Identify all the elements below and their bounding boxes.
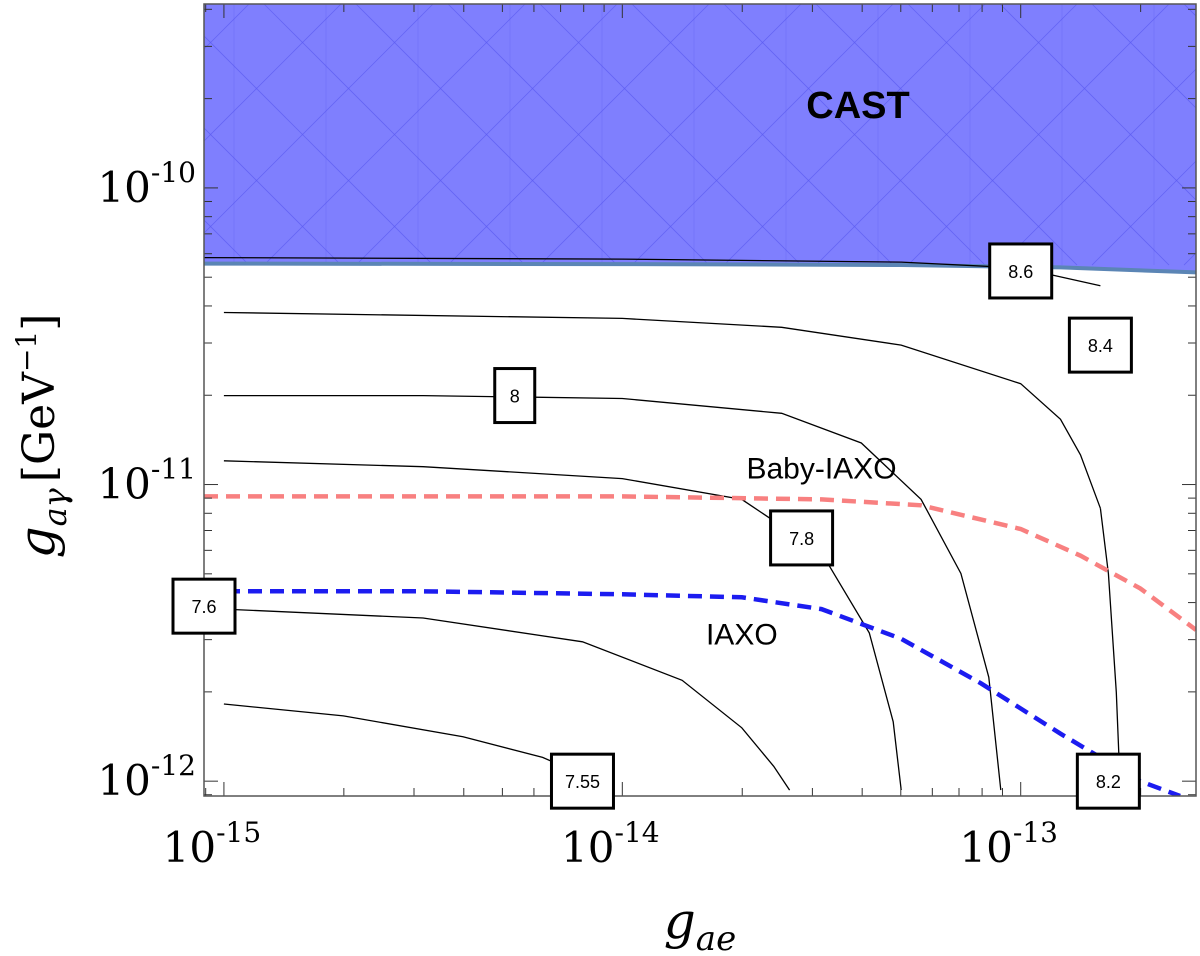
- cast-boundary-line: [204, 261, 1196, 275]
- cast-hatch-line: [907, 4, 1170, 266]
- contour-label-8: 8: [510, 387, 520, 407]
- contour-label-box: [549, 752, 615, 810]
- cast-label: CAST: [806, 85, 909, 127]
- y-tick-labels: 10-12 10-11 10-10: [97, 156, 196, 805]
- contour-label-8-4: 8.4: [1088, 336, 1113, 356]
- y-axis-title-unit-close: ]: [14, 314, 65, 331]
- y-axis-title-main: g: [8, 526, 66, 558]
- x-axis-title: gae: [664, 892, 736, 956]
- contour-label-box: [171, 577, 237, 635]
- cast-hatch-line: [204, 4, 342, 142]
- x-tick-labels: 10-15 10-14 10-13: [163, 816, 1058, 872]
- contour-8-4: [223, 311, 1102, 509]
- x-axis-title-sub: ae: [696, 919, 736, 956]
- contour-label-7-6: 7.6: [191, 597, 216, 617]
- svg-text:gaγ[GeV−1]: gaγ [GeV−1]: [8, 314, 74, 559]
- curve-baby-iaxo: [204, 494, 1196, 632]
- y-tick-label: 10-11: [97, 453, 196, 509]
- cast-hatch-line: [999, 68, 1196, 266]
- contour-label-box: [769, 509, 835, 567]
- contour-label-box: [493, 367, 537, 425]
- cast-hatch-line: [204, 4, 434, 234]
- x-axis-title-main: g: [664, 892, 696, 950]
- y-axis-title: gaγ [GeV−1]: [8, 314, 74, 559]
- cast-hatch-line: [447, 4, 710, 266]
- contour-level-labels: 8.6 8.4 8 7.8 7.6 7.55 8.2: [171, 242, 1141, 810]
- contour-label-7-8: 7.8: [789, 529, 814, 549]
- y-tick-label: 10-10: [97, 156, 196, 212]
- annotation-baby-iaxo: Baby-IAXO: [746, 453, 896, 486]
- contour-label-box: [988, 242, 1054, 300]
- cast-hatch-pattern: [204, 4, 1196, 266]
- cast-hatch-line: [355, 4, 618, 266]
- cast-hatch-line: [723, 4, 986, 266]
- cast-hatch-line: [631, 4, 894, 266]
- major-ticks: [204, 4, 1196, 796]
- cast-hatch-line: [1091, 160, 1196, 266]
- contour-8: [223, 394, 1002, 791]
- curve-annotations: Baby-IAXO IAXO: [706, 453, 897, 652]
- contour-label-box: [1067, 316, 1133, 374]
- plot-frame: [203, 3, 1197, 797]
- contour-label-8-6: 8.6: [1008, 262, 1033, 282]
- x-tick-label: 10-14: [561, 816, 660, 872]
- cast-hatch-line: [204, 4, 250, 50]
- x-tick-label: 10-15: [163, 816, 262, 872]
- contour-7-6: [223, 608, 791, 791]
- y-tick-label: 10-12: [97, 749, 196, 805]
- annotation-iaxo: IAXO: [706, 619, 778, 652]
- cast-hatch-line: [539, 4, 802, 266]
- cast-hatch-line: [263, 4, 526, 266]
- cast-hatch-line: [204, 219, 250, 266]
- cast-hatch-line: [1091, 4, 1196, 109]
- cast-hatch-line: [815, 4, 1078, 266]
- contour-8-2: [1099, 508, 1121, 791]
- contour-label-8-2: 8.2: [1096, 772, 1121, 792]
- svg-text:gae: gae: [664, 892, 736, 956]
- y-axis-title-unit: [GeV: [14, 371, 65, 482]
- x-tick-label: 10-13: [959, 816, 1058, 872]
- y-axis-title-sub: aγ: [36, 487, 74, 526]
- y-axis-title-unit-exp: −1: [10, 331, 43, 372]
- contour-label-box: [1075, 752, 1141, 810]
- cast-excluded-region: [204, 4, 1196, 273]
- contour-label-7-55: 7.55: [565, 772, 600, 792]
